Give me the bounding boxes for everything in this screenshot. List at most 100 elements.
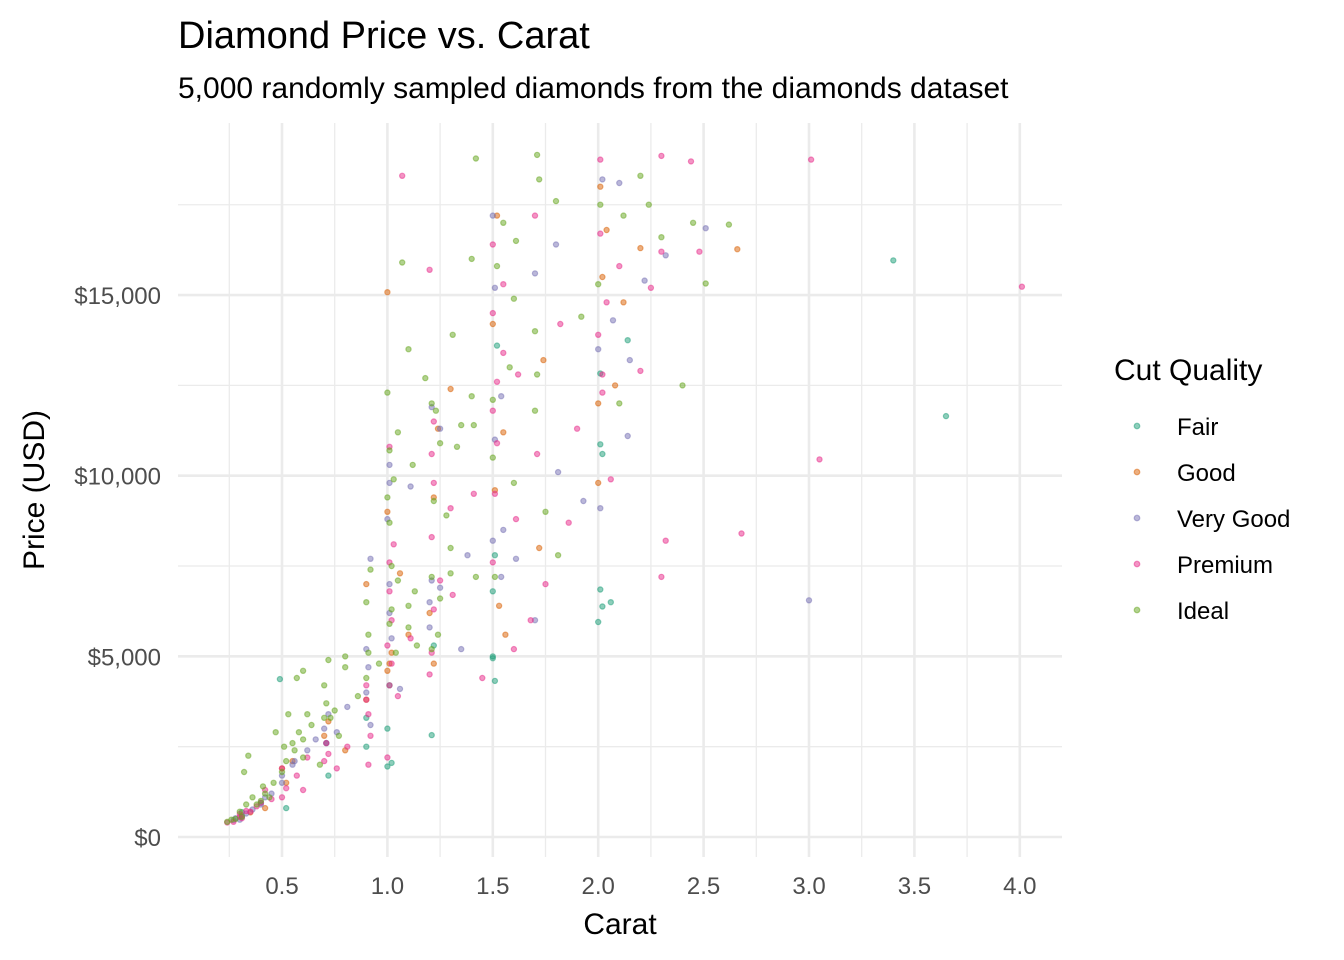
data-point: [283, 785, 290, 792]
data-point: [390, 476, 397, 483]
data-point: [308, 721, 315, 729]
data-point: [245, 752, 252, 759]
data-point: [299, 786, 307, 794]
series-good: [238, 183, 741, 819]
x-tick-label: 0.5: [265, 873, 298, 900]
legend-label: Premium: [1177, 552, 1273, 579]
data-point: [321, 732, 328, 740]
data-point: [316, 761, 324, 768]
x-tick-label: 1.0: [371, 873, 404, 900]
series-very-good: [230, 176, 813, 824]
data-point: [489, 537, 496, 544]
data-point: [407, 635, 414, 642]
data-point: [238, 813, 246, 821]
data-point: [434, 631, 442, 638]
data-point: [278, 794, 286, 801]
data-point: [386, 461, 393, 469]
data-point: [611, 382, 619, 389]
data-point: [489, 588, 496, 595]
data-point: [278, 779, 286, 787]
data-point: [616, 262, 623, 270]
data-point: [533, 371, 541, 378]
data-point: [270, 779, 277, 787]
data-point: [436, 595, 444, 602]
data-point: [430, 660, 437, 667]
data-point: [603, 226, 610, 234]
data-point: [626, 356, 634, 364]
data-point: [597, 441, 604, 448]
data-point: [624, 432, 631, 440]
y-axis-title: Price (USD): [18, 410, 51, 570]
data-point: [702, 280, 709, 287]
data-point: [599, 176, 606, 183]
data-point: [620, 299, 627, 306]
data-point: [510, 295, 518, 302]
data-point: [321, 757, 328, 765]
x-tick-label: 3.0: [792, 873, 825, 900]
data-point: [405, 346, 412, 353]
data-point: [500, 219, 507, 226]
data-point: [327, 714, 334, 722]
data-point: [489, 407, 496, 414]
data-point: [323, 700, 330, 707]
data-point: [624, 337, 631, 344]
data-point: [468, 393, 475, 400]
legend-label: Good: [1177, 460, 1236, 487]
data-point: [500, 281, 507, 288]
x-axis-title: Carat: [583, 908, 657, 941]
data-point: [489, 454, 496, 461]
data-point: [386, 519, 393, 526]
data-point: [489, 320, 496, 328]
data-point: [422, 374, 429, 382]
data-point: [365, 649, 372, 656]
data-point: [500, 349, 507, 357]
data-point: [603, 299, 610, 306]
data-point: [491, 677, 499, 685]
data-point: [365, 664, 372, 671]
data-point: [554, 552, 562, 559]
data-point: [658, 152, 665, 160]
data-point: [428, 645, 435, 653]
data-point: [291, 757, 298, 765]
data-point: [363, 743, 370, 750]
legend-key-icon: [1133, 422, 1141, 430]
data-point: [493, 378, 501, 385]
data-point: [500, 526, 507, 534]
data-point: [430, 497, 437, 505]
data-point: [428, 573, 435, 581]
data-point: [491, 490, 499, 497]
data-point: [363, 682, 370, 689]
x-axis-tick-labels: 0.5 1.0 1.5 2.0 2.5 3.0 3.5 4.0: [265, 873, 1036, 900]
data-point: [599, 389, 606, 396]
data-point: [399, 172, 406, 179]
data-point: [344, 743, 351, 750]
data-point: [295, 729, 303, 736]
data-point: [489, 655, 496, 662]
data-point: [392, 649, 399, 656]
data-point: [325, 772, 332, 779]
x-tick-label: 1.5: [476, 873, 509, 900]
data-point: [278, 768, 286, 776]
data-point: [386, 682, 393, 689]
data-point: [413, 642, 421, 649]
data-point: [363, 580, 370, 588]
data-point: [223, 818, 231, 826]
data-point: [597, 183, 604, 190]
data-point: [552, 241, 560, 248]
data-point: [595, 479, 602, 487]
data-point: [542, 580, 549, 588]
data-point: [386, 447, 393, 454]
data-point: [580, 497, 587, 505]
y-axis-tick-labels: $0 $5,000 $10,000 $15,000: [74, 283, 161, 852]
data-point: [384, 494, 391, 501]
data-point: [312, 736, 319, 743]
data-point: [554, 468, 562, 476]
data-point: [436, 440, 444, 447]
data-point: [293, 674, 300, 682]
data-point: [512, 237, 520, 245]
data-point: [367, 555, 374, 563]
data-point: [409, 461, 416, 469]
data-point: [464, 552, 471, 559]
data-point: [388, 635, 395, 642]
